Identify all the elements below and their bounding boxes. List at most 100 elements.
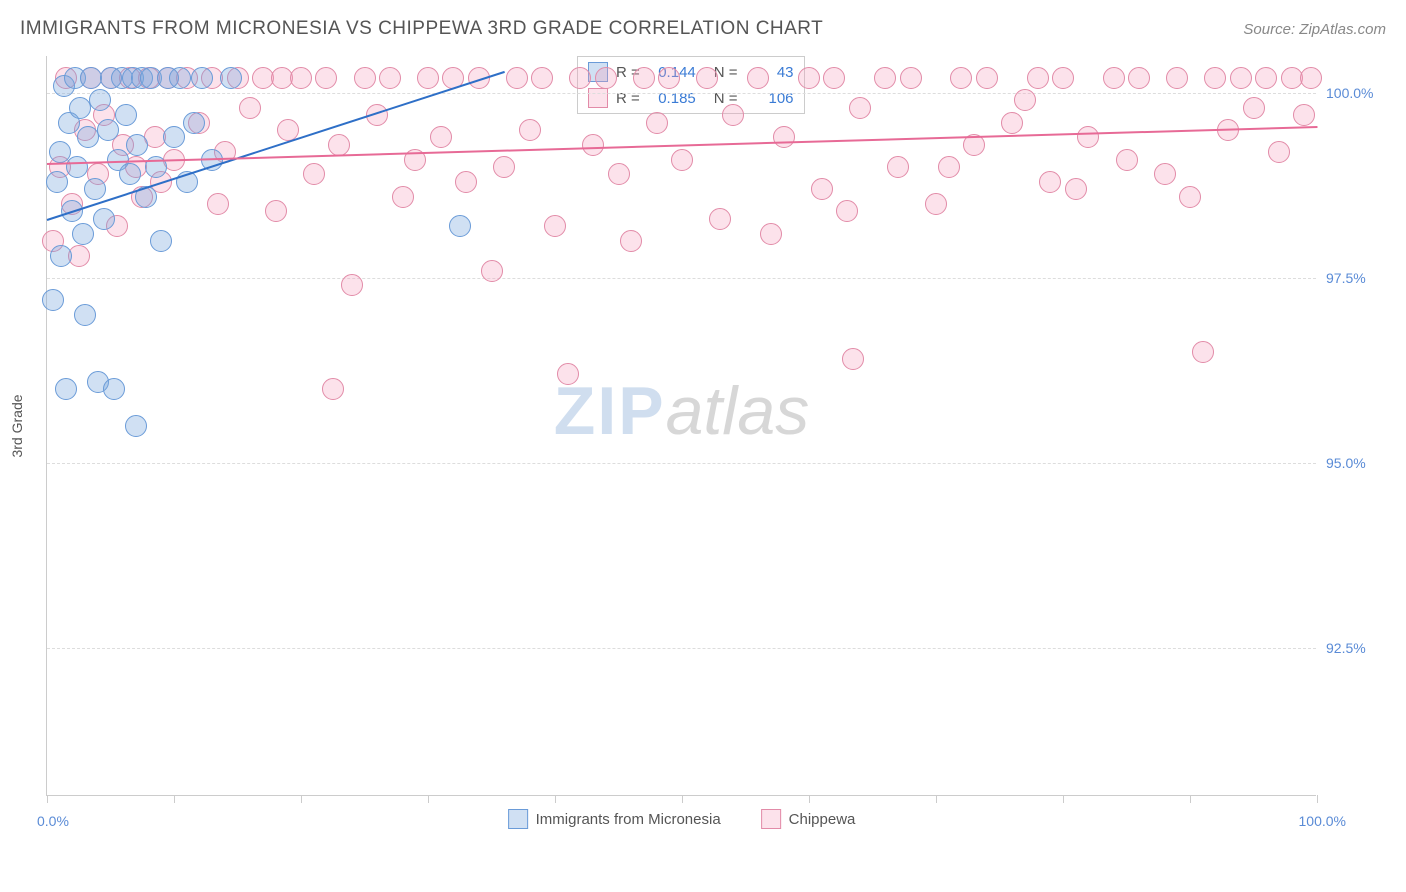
- scatter-point-chippewa: [709, 208, 731, 230]
- scatter-point-chippewa: [620, 230, 642, 252]
- scatter-point-micronesia: [169, 67, 191, 89]
- x-axis-min-label: 0.0%: [37, 813, 69, 829]
- chart-title: IMMIGRANTS FROM MICRONESIA VS CHIPPEWA 3…: [20, 18, 823, 40]
- scatter-point-chippewa: [493, 156, 515, 178]
- scatter-point-chippewa: [849, 97, 871, 119]
- scatter-point-chippewa: [1065, 178, 1087, 200]
- scatter-point-chippewa: [1128, 67, 1150, 89]
- x-tick: [682, 795, 683, 803]
- scatter-point-chippewa: [207, 193, 229, 215]
- scatter-point-chippewa: [506, 67, 528, 89]
- scatter-point-micronesia: [97, 119, 119, 141]
- gridline: [47, 93, 1316, 94]
- scatter-point-chippewa: [582, 134, 604, 156]
- legend-swatch-chippewa: [761, 809, 781, 829]
- scatter-point-micronesia: [125, 415, 147, 437]
- scatter-point-micronesia: [150, 230, 172, 252]
- scatter-point-chippewa: [1204, 67, 1226, 89]
- scatter-point-chippewa: [671, 149, 693, 171]
- scatter-point-micronesia: [191, 67, 213, 89]
- gridline: [47, 463, 1316, 464]
- scatter-point-chippewa: [747, 67, 769, 89]
- source-label: Source: ZipAtlas.com: [1243, 21, 1386, 38]
- scatter-point-chippewa: [481, 260, 503, 282]
- scatter-point-chippewa: [773, 126, 795, 148]
- scatter-point-micronesia: [74, 304, 96, 326]
- y-tick-label: 100.0%: [1326, 85, 1396, 101]
- legend-item-chippewa: Chippewa: [761, 809, 856, 829]
- scatter-point-chippewa: [1052, 67, 1074, 89]
- x-tick: [809, 795, 810, 803]
- scatter-point-chippewa: [760, 223, 782, 245]
- scatter-point-chippewa: [1179, 186, 1201, 208]
- scatter-point-chippewa: [379, 67, 401, 89]
- scatter-point-micronesia: [69, 97, 91, 119]
- legend-label-chippewa: Chippewa: [789, 811, 856, 828]
- scatter-point-chippewa: [836, 200, 858, 222]
- scatter-point-chippewa: [874, 67, 896, 89]
- scatter-point-chippewa: [722, 104, 744, 126]
- scatter-point-chippewa: [557, 363, 579, 385]
- title-bar: IMMIGRANTS FROM MICRONESIA VS CHIPPEWA 3…: [20, 18, 1386, 40]
- scatter-point-chippewa: [328, 134, 350, 156]
- scatter-point-chippewa: [569, 67, 591, 89]
- scatter-point-chippewa: [1027, 67, 1049, 89]
- scatter-point-micronesia: [55, 378, 77, 400]
- scatter-point-chippewa: [1300, 67, 1322, 89]
- scatter-point-chippewa: [430, 126, 452, 148]
- scatter-point-micronesia: [103, 378, 125, 400]
- scatter-point-chippewa: [696, 67, 718, 89]
- plot-area: 3rd Grade ZIPatlas R =0.144N =43R =0.185…: [46, 56, 1316, 796]
- x-tick: [1317, 795, 1318, 803]
- scatter-point-chippewa: [646, 112, 668, 134]
- scatter-point-chippewa: [417, 67, 439, 89]
- gridline: [47, 278, 1316, 279]
- scatter-point-chippewa: [265, 200, 287, 222]
- x-axis-max-label: 100.0%: [1299, 813, 1346, 829]
- x-tick: [1063, 795, 1064, 803]
- y-tick-label: 97.5%: [1326, 270, 1396, 286]
- scatter-point-chippewa: [322, 378, 344, 400]
- gridline: [47, 648, 1316, 649]
- scatter-point-micronesia: [42, 289, 64, 311]
- scatter-point-chippewa: [1255, 67, 1277, 89]
- scatter-point-chippewa: [1154, 163, 1176, 185]
- scatter-point-chippewa: [925, 193, 947, 215]
- scatter-point-chippewa: [1039, 171, 1061, 193]
- scatter-point-micronesia: [115, 104, 137, 126]
- y-tick-label: 92.5%: [1326, 640, 1396, 656]
- scatter-point-micronesia: [50, 245, 72, 267]
- scatter-point-micronesia: [93, 208, 115, 230]
- swatch-chippewa: [588, 88, 608, 108]
- scatter-point-chippewa: [1268, 141, 1290, 163]
- scatter-point-chippewa: [519, 119, 541, 141]
- scatter-point-chippewa: [798, 67, 820, 89]
- bottom-legend: Immigrants from Micronesia Chippewa: [508, 809, 856, 829]
- scatter-point-micronesia: [66, 156, 88, 178]
- scatter-point-chippewa: [303, 163, 325, 185]
- scatter-point-chippewa: [900, 67, 922, 89]
- scatter-point-micronesia: [183, 112, 205, 134]
- scatter-point-micronesia: [77, 126, 99, 148]
- scatter-point-micronesia: [72, 223, 94, 245]
- scatter-point-chippewa: [455, 171, 477, 193]
- scatter-point-chippewa: [1014, 89, 1036, 111]
- scatter-point-chippewa: [1116, 149, 1138, 171]
- scatter-point-chippewa: [887, 156, 909, 178]
- scatter-point-chippewa: [1166, 67, 1188, 89]
- x-tick: [174, 795, 175, 803]
- scatter-point-chippewa: [1077, 126, 1099, 148]
- scatter-point-chippewa: [658, 67, 680, 89]
- watermark-atlas: atlas: [666, 373, 810, 449]
- scatter-point-micronesia: [84, 178, 106, 200]
- scatter-point-micronesia: [449, 215, 471, 237]
- scatter-point-chippewa: [1001, 112, 1023, 134]
- scatter-point-chippewa: [1243, 97, 1265, 119]
- scatter-point-chippewa: [1192, 341, 1214, 363]
- scatter-point-chippewa: [544, 215, 566, 237]
- scatter-point-chippewa: [823, 67, 845, 89]
- x-tick: [428, 795, 429, 803]
- scatter-point-micronesia: [126, 134, 148, 156]
- legend-label-micronesia: Immigrants from Micronesia: [536, 811, 721, 828]
- scatter-point-chippewa: [595, 67, 617, 89]
